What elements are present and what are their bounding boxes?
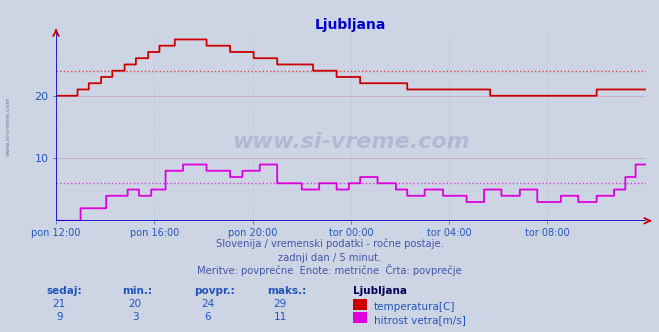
Text: 3: 3 [132, 312, 138, 322]
Text: 11: 11 [273, 312, 287, 322]
Text: Ljubljana: Ljubljana [353, 286, 407, 296]
Text: 9: 9 [56, 312, 63, 322]
Text: 6: 6 [204, 312, 211, 322]
Text: www.si-vreme.com: www.si-vreme.com [5, 96, 11, 156]
Title: Ljubljana: Ljubljana [315, 18, 387, 32]
Text: zadnji dan / 5 minut.: zadnji dan / 5 minut. [278, 253, 381, 263]
Text: Slovenija / vremenski podatki - ročne postaje.: Slovenija / vremenski podatki - ročne po… [215, 239, 444, 249]
Text: 21: 21 [53, 299, 66, 309]
Text: povpr.:: povpr.: [194, 286, 235, 296]
Text: 24: 24 [201, 299, 214, 309]
Text: min.:: min.: [122, 286, 152, 296]
Text: 29: 29 [273, 299, 287, 309]
Text: www.si-vreme.com: www.si-vreme.com [232, 132, 470, 152]
Text: maks.:: maks.: [267, 286, 306, 296]
Text: sedaj:: sedaj: [46, 286, 82, 296]
Text: Meritve: povprečne  Enote: metrične  Črta: povprečje: Meritve: povprečne Enote: metrične Črta:… [197, 264, 462, 276]
Text: hitrost vetra[m/s]: hitrost vetra[m/s] [374, 315, 465, 325]
Text: 20: 20 [129, 299, 142, 309]
Text: temperatura[C]: temperatura[C] [374, 302, 455, 312]
